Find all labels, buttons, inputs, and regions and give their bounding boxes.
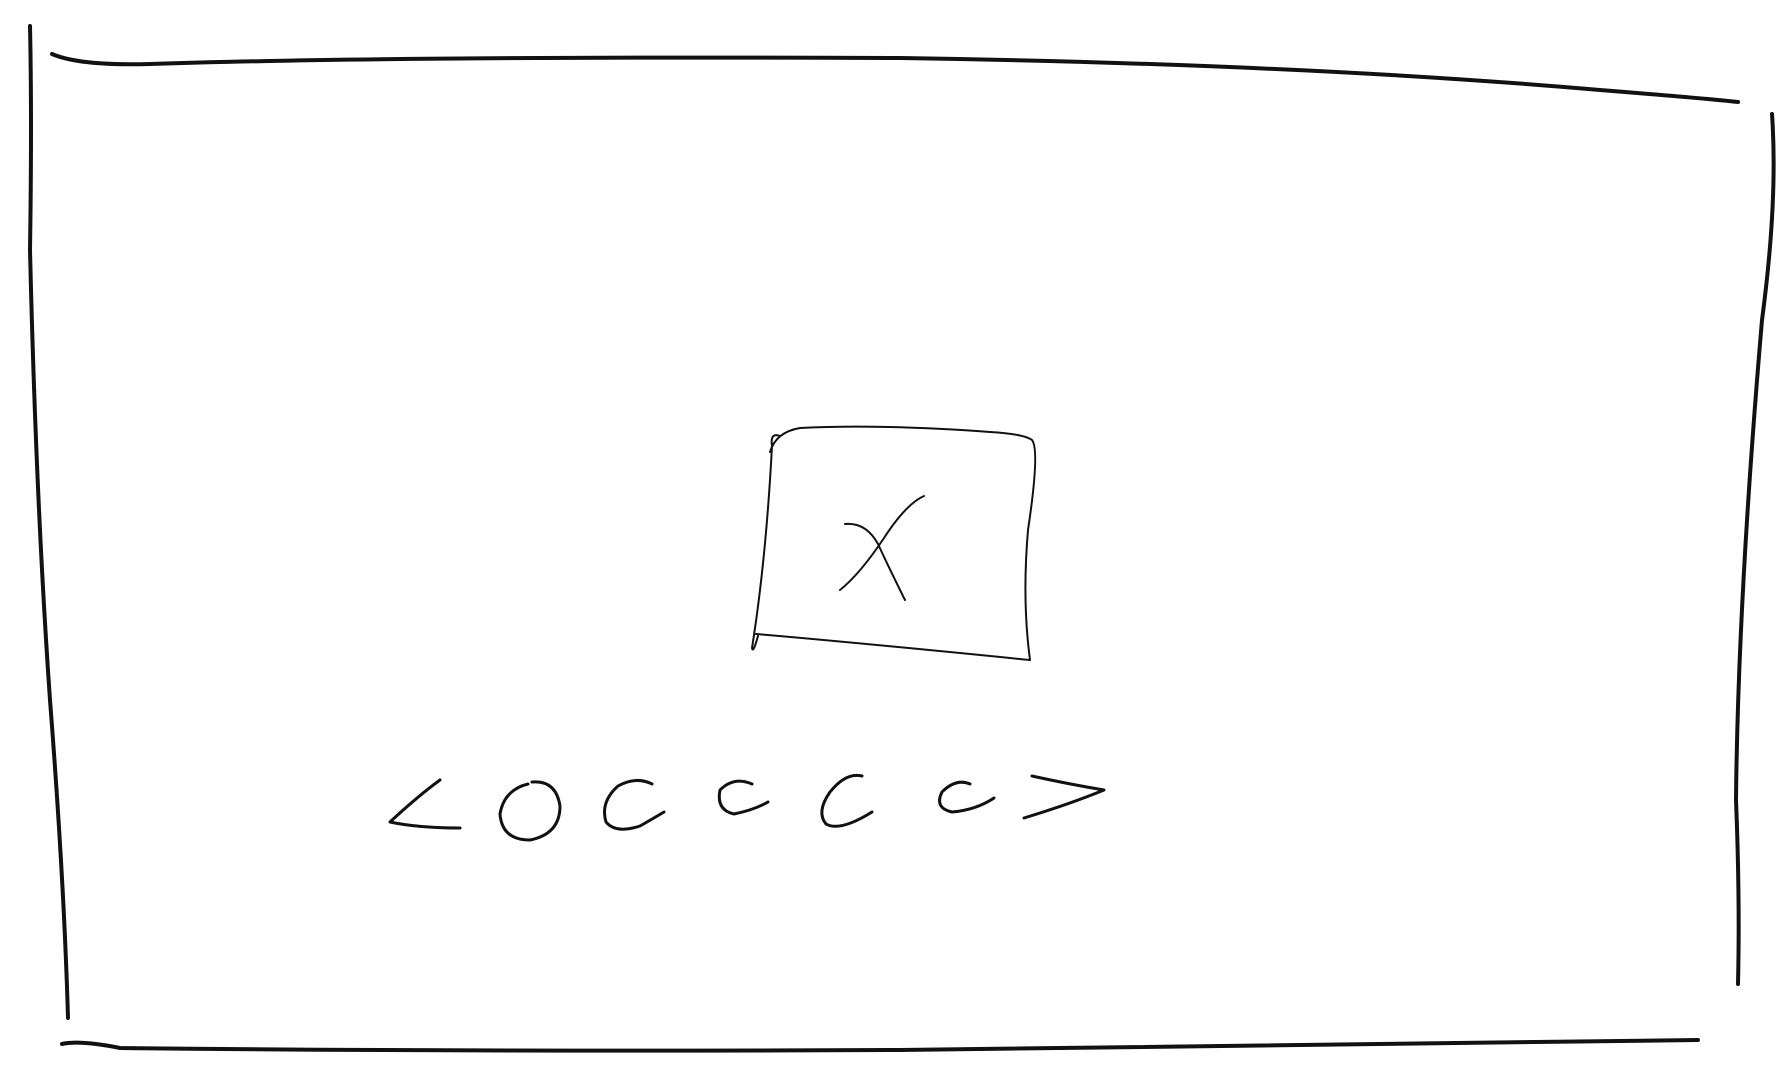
pagination-dot[interactable]: [603, 779, 666, 831]
pagination-dot[interactable]: [717, 779, 770, 816]
frame-left-edge: [28, 24, 70, 1020]
pagination-dot[interactable]: [820, 773, 874, 828]
chevron-left-icon[interactable]: [388, 778, 462, 830]
cross-stroke-2: [839, 495, 925, 591]
pagination-dot[interactable]: [498, 780, 562, 842]
pagination-dots: [498, 773, 996, 842]
cross-stroke-1: [844, 522, 906, 601]
frame-top-edge: [50, 52, 1740, 104]
frame-right-edge: [1734, 112, 1776, 986]
frame-bottom-edge: [60, 1038, 1700, 1053]
screen-frame: [28, 24, 1776, 1053]
carousel-pagination: [388, 773, 1106, 842]
image-placeholder: [751, 425, 1037, 661]
chevron-right-icon[interactable]: [1022, 774, 1106, 820]
pagination-dot[interactable]: [938, 780, 996, 814]
placeholder-box: [751, 425, 1037, 661]
cross-icon: [839, 495, 925, 601]
